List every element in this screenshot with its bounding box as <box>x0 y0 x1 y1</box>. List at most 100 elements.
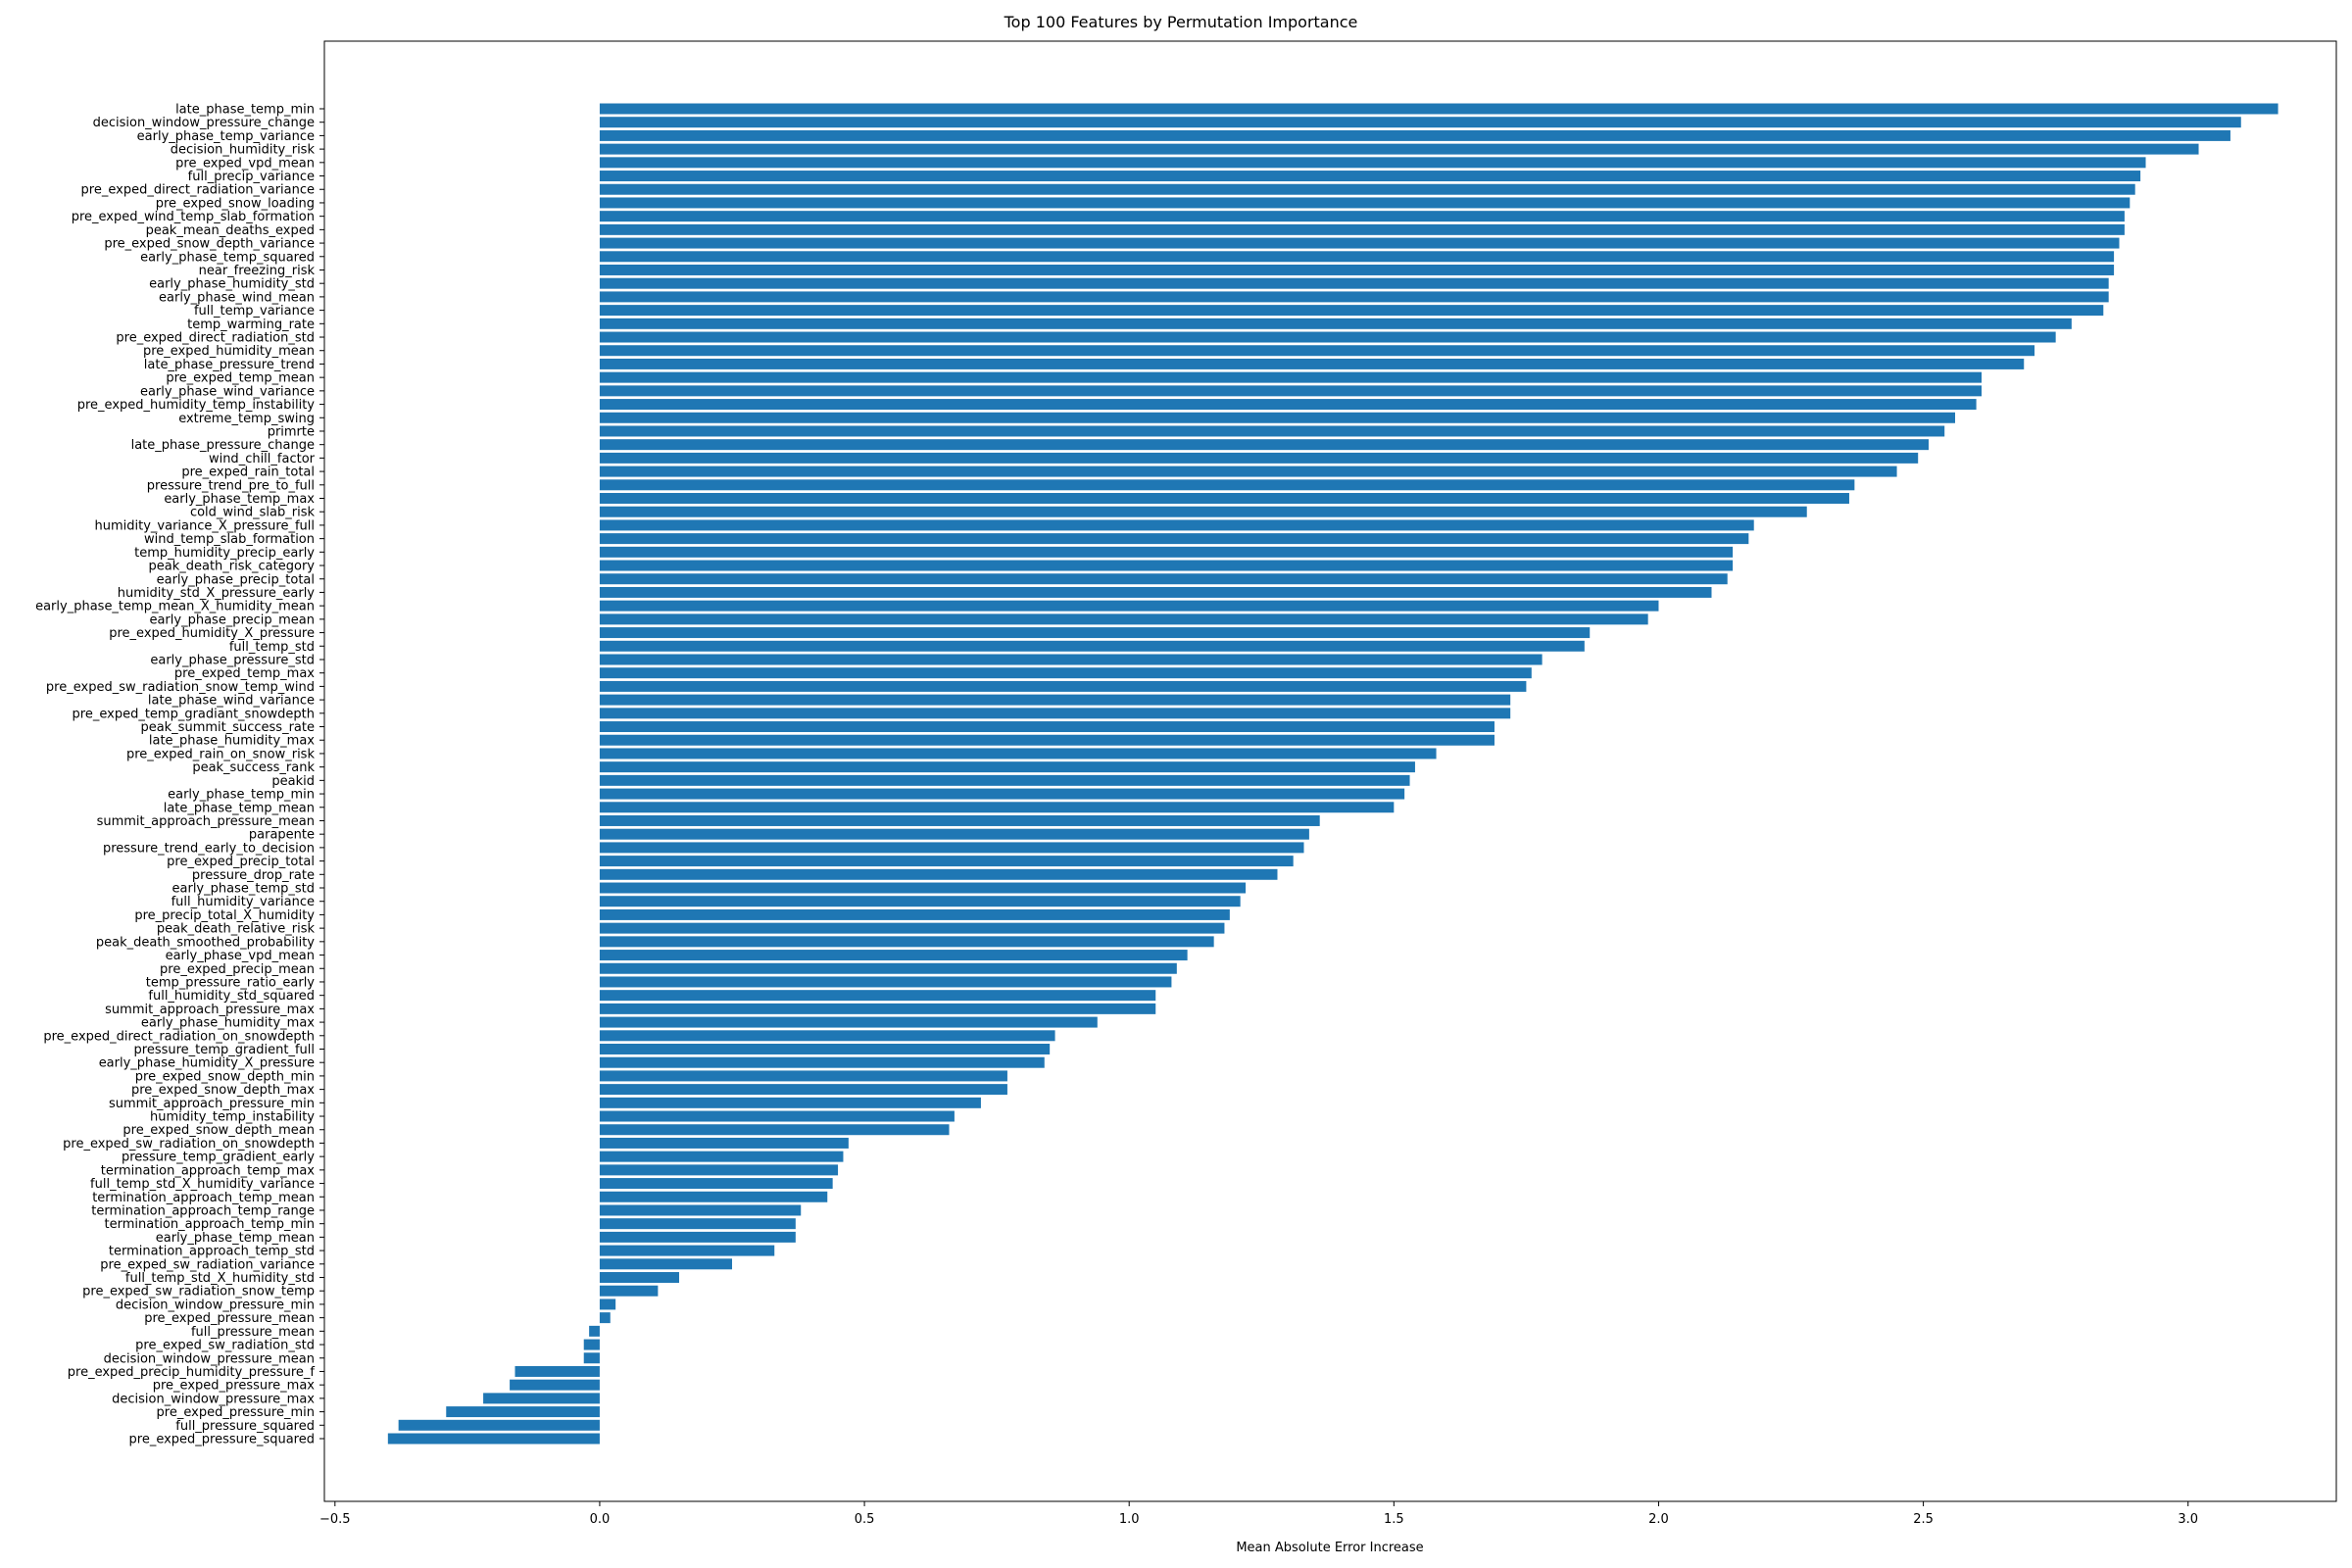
bar-late_phase_pressure_trend <box>599 358 2025 369</box>
bar-pre_exped_rain_total <box>599 466 1897 477</box>
category-label: termination_approach_temp_max <box>101 1163 316 1178</box>
category-label: early_phase_temp_mean <box>156 1231 315 1246</box>
bar-pre_exped_snow_loading <box>599 197 2131 209</box>
bar-early_phase_temp_mean_X_humidity_mean <box>599 600 1659 612</box>
category-label: wind_chill_factor <box>209 452 316 466</box>
category-label: pre_exped_direct_radiation_on_snowdepth <box>43 1029 315 1044</box>
bar-pre_exped_snow_depth_max <box>599 1084 1007 1096</box>
category-label: early_phase_humidity_X_pressure <box>99 1056 315 1071</box>
category-label: pre_exped_sw_radiation_on_snowdepth <box>63 1137 315 1152</box>
category-label: pre_exped_pressure_mean <box>144 1311 315 1326</box>
bar-pre_exped_humidity_mean <box>599 345 2035 357</box>
category-label: late_phase_pressure_trend <box>144 358 315 372</box>
category-label: late_phase_wind_variance <box>148 694 315 709</box>
category-label: pressure_trend_early_to_decision <box>103 841 315 856</box>
bar-pre_exped_humidity_X_pressure <box>599 627 1591 639</box>
bar-pre_exped_sw_radiation_std <box>583 1339 600 1350</box>
category-label: early_phase_precip_mean <box>149 612 315 627</box>
category-label: temp_warming_rate <box>187 318 315 332</box>
category-label: summit_approach_pressure_max <box>105 1003 315 1017</box>
bar-termination_approach_temp_std <box>599 1245 775 1256</box>
category-label: full_temp_std <box>229 640 315 655</box>
category-label: termination_approach_temp_std <box>109 1245 315 1259</box>
category-label: peakid <box>271 774 315 789</box>
bar-early_phase_wind_mean <box>599 291 2109 303</box>
category-label: termination_approach_temp_min <box>105 1217 315 1232</box>
category-label: pressure_temp_gradient_full <box>134 1043 315 1057</box>
category-label: early_phase_temp_mean_X_humidity_mean <box>35 600 315 614</box>
category-label: full_pressure_squared <box>175 1419 315 1434</box>
bar-full_pressure_mean <box>589 1325 600 1337</box>
bar-pressure_temp_gradient_early <box>599 1151 844 1162</box>
category-label: temp_pressure_ratio_early <box>146 975 316 990</box>
category-label: decision_window_pressure_mean <box>104 1351 315 1366</box>
bar-temp_humidity_precip_early <box>599 546 1734 558</box>
bar-pre_exped_pressure_mean <box>599 1312 611 1324</box>
bar-pre_exped_temp_mean <box>599 371 1983 383</box>
category-labels: late_phase_temp_mindecision_window_press… <box>35 103 324 1447</box>
bar-decision_window_pressure_max <box>483 1393 600 1404</box>
bar-pre_exped_rain_on_snow_risk <box>599 748 1437 760</box>
bar-peak_death_risk_category <box>599 560 1734 571</box>
bar-pre_exped_humidity_temp_instability <box>599 399 1977 411</box>
category-label: early_phase_temp_max <box>164 492 315 507</box>
bar-late_phase_humidity_max <box>599 734 1494 746</box>
x-tick-label: 2.5 <box>1913 1512 1934 1527</box>
category-label: near_freezing_risk <box>199 264 316 278</box>
bar-pre_exped_vpd_mean <box>599 157 2146 169</box>
bar-pre_exped_wind_temp_slab_formation <box>599 211 2125 222</box>
category-label: late_phase_pressure_change <box>131 438 315 453</box>
category-label: decision_humidity_risk <box>171 143 316 158</box>
category-label: pre_exped_humidity_X_pressure <box>109 626 315 641</box>
category-label: primrte <box>268 424 315 439</box>
bar-wind_chill_factor <box>599 452 1919 464</box>
category-label: pre_exped_precip_mean <box>160 962 315 977</box>
x-tick-label: 2.0 <box>1648 1512 1669 1527</box>
bar-full_temp_variance <box>599 305 2104 317</box>
category-label: early_phase_wind_variance <box>140 384 315 399</box>
bar-pre_exped_pressure_squared <box>387 1433 600 1445</box>
category-label: peak_death_risk_category <box>148 560 315 574</box>
bar-late_phase_temp_min <box>599 103 2278 115</box>
x-tick-label: 0.5 <box>855 1512 875 1527</box>
category-label: wind_temp_slab_formation <box>144 532 315 547</box>
bar-summit_approach_pressure_max <box>599 1003 1156 1014</box>
category-label: pre_exped_direct_radiation_std <box>116 331 315 346</box>
bar-pre_exped_sw_radiation_on_snowdepth <box>599 1137 849 1149</box>
bar-late_phase_temp_mean <box>599 802 1395 813</box>
bar-near_freezing_risk <box>599 265 2115 275</box>
bar-wind_temp_slab_formation <box>599 533 1749 545</box>
category-label: early_phase_wind_mean <box>159 290 315 305</box>
category-label: termination_approach_temp_range <box>91 1203 315 1218</box>
bar-humidity_std_X_pressure_early <box>599 586 1712 598</box>
category-label: pre_exped_precip_total <box>167 855 315 869</box>
bars-layer <box>387 103 2278 1445</box>
bar-full_humidity_std_squared <box>599 990 1156 1002</box>
category-label: summit_approach_pressure_min <box>109 1097 315 1111</box>
category-label: pre_exped_sw_radiation_std <box>135 1339 315 1353</box>
chart-title: Top 100 Features by Permutation Importan… <box>1004 13 1358 31</box>
bar-pre_exped_precip_mean <box>599 962 1177 974</box>
bar-termination_approach_temp_range <box>599 1204 802 1216</box>
category-label: pre_exped_direct_radiation_variance <box>81 183 315 198</box>
bar-extreme_temp_swing <box>599 412 1956 423</box>
category-label: pressure_trend_pre_to_full <box>147 478 315 493</box>
bar-parapente <box>599 828 1309 840</box>
category-label: early_phase_humidity_max <box>141 1016 315 1031</box>
category-label: early_phase_temp_variance <box>137 129 315 144</box>
category-label: parapente <box>249 828 315 843</box>
bar-early_phase_temp_std <box>599 882 1247 894</box>
bar-peak_mean_deaths_exped <box>599 223 2125 235</box>
bar-early_phase_pressure_std <box>599 654 1543 665</box>
category-label: temp_humidity_precip_early <box>134 546 315 561</box>
bar-pre_exped_direct_radiation_variance <box>599 183 2135 195</box>
category-label: late_phase_temp_mean <box>164 801 315 815</box>
category-label: early_phase_temp_min <box>168 788 315 803</box>
bar-pre_exped_temp_max <box>599 667 1532 679</box>
x-tick-label: 1.0 <box>1119 1512 1140 1527</box>
category-label: early_phase_temp_std <box>172 882 315 897</box>
category-label: termination_approach_temp_mean <box>92 1191 315 1205</box>
bar-pre_exped_sw_radiation_variance <box>599 1258 733 1270</box>
bar-pre_precip_total_X_humidity <box>599 908 1230 920</box>
